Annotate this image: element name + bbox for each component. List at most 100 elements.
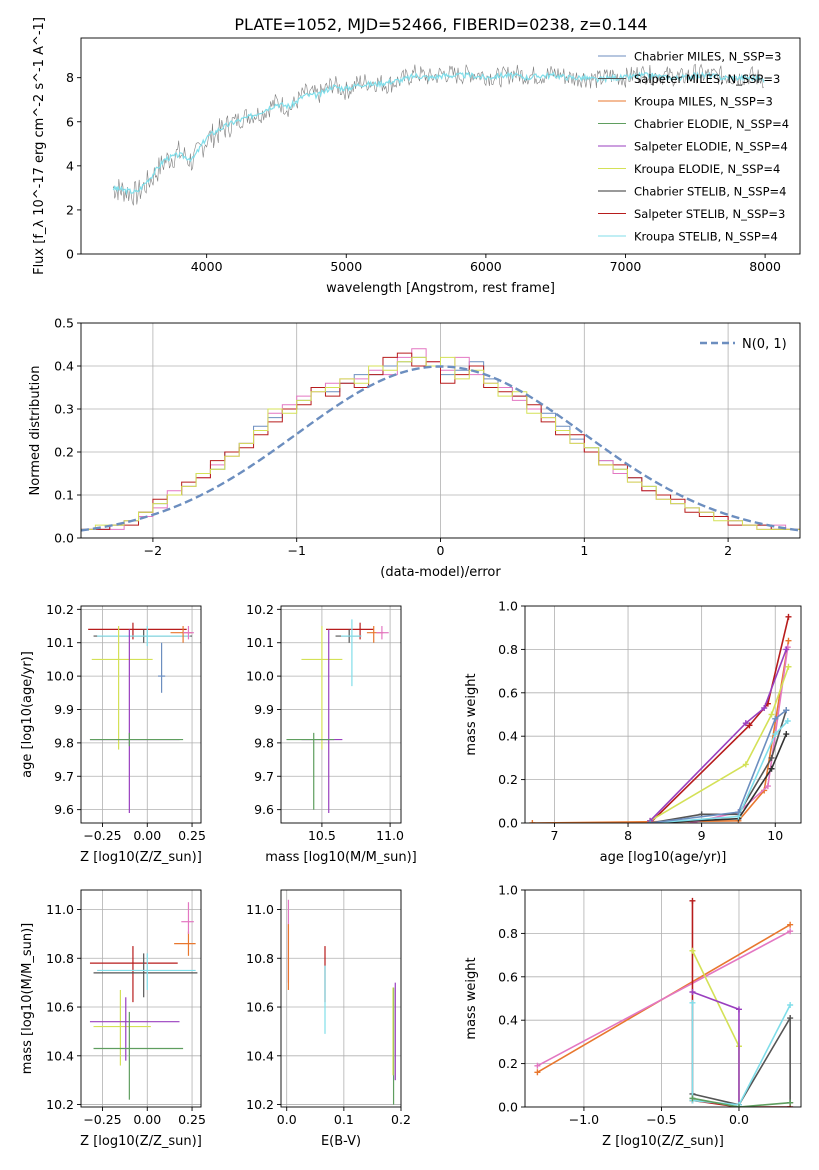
x-axis-label: (data-model)/error [380, 565, 501, 580]
data-point [689, 999, 696, 1006]
y-tick-label: 10.4 [46, 1048, 74, 1063]
y-tick-label: 10.0 [246, 669, 274, 684]
y-tick-label: 0.0 [498, 816, 518, 831]
figure-title: PLATE=1052, MJD=52466, FIBERID=0238, z=0… [234, 15, 647, 34]
legend-label: Chabrier MILES, N_SSP=3 [634, 50, 781, 64]
y-tick-label: 10.4 [246, 1048, 274, 1063]
weight-series [532, 640, 790, 823]
y-axis-label: mass [log10(M/M_sun)] [20, 923, 35, 1075]
error-bar [158, 642, 166, 693]
y-axis-label: Normed distribution [28, 366, 43, 496]
x-tick-label: 0.2 [391, 1112, 411, 1127]
y-tick-label: 10.2 [46, 602, 74, 617]
plot-area [81, 323, 800, 538]
x-tick-label: −0.25 [83, 1112, 121, 1127]
y-axis-label: Flux [f_λ 10^-17 erg cm^-2 s^-1 A^-1] [32, 17, 47, 275]
data-point [689, 988, 696, 995]
data-point [534, 1069, 541, 1076]
weight-series [649, 649, 788, 822]
x-tick-label: 0 [437, 543, 445, 558]
legend: Chabrier MILES, N_SSP=3 Salpeter MILES, N… [598, 50, 789, 244]
legend-label: Salpeter ELODIE, N_SSP=4 [634, 140, 788, 154]
data-point [764, 783, 771, 790]
axes-frame [524, 889, 802, 1108]
axes-frame [80, 37, 801, 255]
x-tick-label: 0.0 [729, 1112, 749, 1127]
error-bar [341, 619, 362, 687]
x-tick-label: 6000 [470, 259, 502, 274]
data-point [785, 663, 792, 670]
y-tick-label: 10.6 [46, 1000, 74, 1015]
legend-label: N(0, 1) [742, 337, 787, 352]
x-tick-label: 10.5 [308, 828, 336, 843]
plot-area [81, 890, 201, 1107]
data-point [735, 809, 742, 816]
x-tick-label: −2 [144, 543, 162, 558]
y-tick-label: 9.9 [254, 702, 274, 717]
axes-frame [280, 889, 402, 1108]
y-tick-label: 4 [66, 158, 74, 173]
x-axis-label: E(B-V) [321, 1134, 361, 1149]
chart-mass-vs-Z: −0.25 0.00 0.25 10.2 10.4 10.6 10.8 11.0 Z [log1… [20, 889, 206, 1149]
error-bar [286, 732, 335, 810]
plot-area [525, 606, 801, 823]
data-point [787, 928, 794, 935]
legend-label: Chabrier STELIB, N_SSP=4 [634, 185, 786, 199]
y-tick-label: 6 [66, 114, 74, 129]
spectrum-model [112, 71, 765, 196]
x-tick-label: 1 [580, 543, 588, 558]
x-tick-label: 0.00 [133, 1112, 161, 1127]
y-tick-label: 10.6 [246, 1000, 274, 1015]
weight-series [691, 1002, 791, 1106]
x-axis-label: wavelength [Angstrom, rest frame] [326, 281, 555, 296]
error-bar [93, 989, 151, 1066]
x-tick-label: 0.0 [277, 1112, 297, 1127]
data-point [689, 897, 696, 904]
y-tick-label: 9.9 [54, 702, 74, 717]
data-point [768, 754, 775, 761]
y-tick-label: 0.8 [498, 926, 518, 941]
weight-series [650, 720, 789, 823]
x-axis-label: Z [log10(Z/Z_sun)] [602, 1134, 724, 1149]
error-bar [174, 931, 196, 956]
legend-label: Salpeter STELIB, N_SSP=3 [634, 207, 785, 221]
x-tick-label: 8000 [749, 259, 781, 274]
x-tick-label: 2 [724, 543, 732, 558]
error-bar [97, 626, 191, 647]
y-tick-label: 0.2 [498, 772, 518, 787]
y-tick-label: 0.0 [54, 531, 74, 546]
weight-series [649, 666, 790, 822]
data-point [647, 820, 654, 823]
y-tick-label: 8 [66, 70, 74, 85]
y-tick-label: 0.2 [54, 445, 74, 460]
data-point [783, 731, 790, 738]
error-bar [89, 997, 180, 1061]
y-tick-label: 9.8 [54, 735, 74, 750]
data-point [768, 711, 775, 718]
y-tick-label: 0.6 [498, 969, 518, 984]
x-tick-label: 4000 [191, 259, 223, 274]
y-tick-label: 9.6 [54, 802, 74, 817]
plot-area [81, 606, 201, 823]
axes-frame [524, 605, 802, 824]
y-axis-label: mass weight [464, 957, 479, 1039]
plot-area [281, 890, 401, 1107]
error-bar [91, 626, 153, 750]
data-point [689, 947, 696, 954]
data-point [735, 1006, 742, 1013]
y-tick-label: 11.0 [46, 902, 74, 917]
x-tick-label: −1 [287, 543, 305, 558]
y-tick-label: 0.4 [498, 729, 518, 744]
error-bar [181, 902, 194, 934]
error-bar [366, 626, 384, 643]
error-bar [376, 626, 389, 640]
data-point [742, 720, 749, 727]
error-bar [301, 626, 343, 750]
y-tick-label: 0.6 [498, 685, 518, 700]
y-tick-label: 11.0 [246, 902, 274, 917]
x-axis-label: Z [log10(Z/Z_sun)] [80, 850, 202, 865]
data-point [742, 761, 749, 768]
weight-series [691, 900, 791, 1107]
data-point [768, 765, 775, 772]
